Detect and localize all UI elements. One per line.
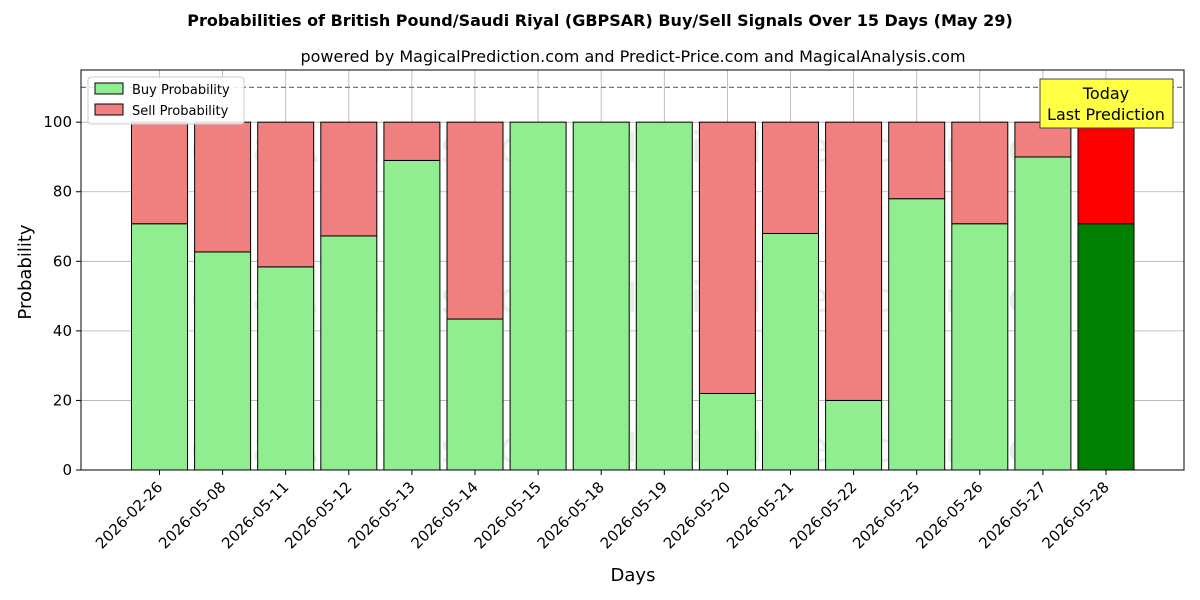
plot-frame (80, 69, 1185, 471)
legend-buy-swatch (94, 82, 124, 95)
bar-buy (320, 235, 378, 471)
y-ticks: 0 20 40 60 80 100 (43, 113, 81, 479)
bar-sell (131, 121, 188, 225)
x-tick-label: 2026-05-20 (660, 478, 734, 552)
bar-buy (762, 232, 819, 471)
bar-buy (257, 266, 315, 471)
bar-buy (635, 121, 693, 471)
y-tick-label: 100 (43, 113, 72, 131)
bars (131, 121, 1135, 471)
x-ticks: 2026-02-262026-05-082026-05-112026-05-12… (92, 470, 1113, 552)
bar-buy (888, 198, 946, 471)
chart-subtitle: powered by MagicalPrediction.com and Pre… (300, 47, 965, 66)
y-tick-label: 0 (62, 461, 72, 479)
bar-sell (383, 121, 441, 161)
x-tick-label: 2026-05-13 (344, 478, 418, 552)
bar-buy (825, 399, 883, 471)
bar-buy (446, 318, 504, 471)
today-annotation: Today Last Prediction (1039, 78, 1174, 129)
bar-sell (888, 121, 946, 200)
bar-sell (446, 121, 504, 320)
annotation-line-1: Today (1082, 84, 1129, 103)
x-tick-label: 2026-05-11 (218, 478, 292, 552)
bar-buy (383, 159, 441, 471)
y-tick-label: 80 (53, 183, 72, 201)
bar-sell (320, 121, 378, 237)
chart-title: Probabilities of British Pound/Saudi Riy… (187, 11, 1013, 30)
x-tick-label: 2026-05-25 (849, 478, 923, 552)
bar-sell (825, 121, 883, 401)
bar-buy (509, 121, 567, 471)
bar-buy (131, 223, 188, 471)
bar-sell (762, 121, 819, 234)
bar-buy (951, 223, 1009, 471)
x-tick-label: 2026-05-18 (534, 478, 608, 552)
bar-buy (194, 251, 252, 471)
legend-sell-label: Sell Probability (132, 104, 229, 119)
x-tick-label: 2026-05-26 (912, 478, 986, 552)
bar-buy (1014, 156, 1072, 471)
x-tick-label: 2026-05-08 (155, 478, 229, 552)
bar-sell (1077, 121, 1135, 225)
x-tick-label: 2026-05-12 (281, 478, 355, 552)
y-axis-label: Probability (15, 224, 36, 319)
bar-sell (951, 121, 1009, 225)
bar-buy (698, 392, 756, 471)
x-tick-label: 2026-05-28 (1038, 478, 1112, 552)
x-tick-label: 2026-05-22 (786, 478, 860, 552)
x-axis-label: Days (611, 565, 656, 586)
bar-buy (572, 121, 630, 471)
x-tick-label: 2026-05-14 (407, 478, 481, 552)
annotation-line-2: Last Prediction (1047, 105, 1165, 124)
bar-sell (257, 121, 315, 268)
y-tick-label: 40 (53, 322, 72, 340)
legend: Buy Probability Sell Probability (87, 76, 245, 125)
x-tick-label: 2026-05-21 (723, 478, 797, 552)
annotation-box (1039, 78, 1174, 129)
x-tick-label: 2026-05-15 (471, 478, 545, 552)
y-tick-label: 60 (53, 252, 72, 270)
bar-sell (194, 121, 252, 253)
bar-sell (698, 121, 756, 394)
legend-sell-swatch (94, 103, 124, 116)
bar-buy (1077, 223, 1135, 471)
legend-buy-label: Buy Probability (132, 83, 230, 98)
legend-frame (87, 76, 245, 125)
x-tick-label: 2026-05-27 (975, 478, 1049, 552)
y-tick-label: 20 (53, 391, 72, 409)
x-tick-label: 2026-02-26 (92, 478, 166, 552)
x-tick-label: 2026-05-19 (597, 478, 671, 552)
